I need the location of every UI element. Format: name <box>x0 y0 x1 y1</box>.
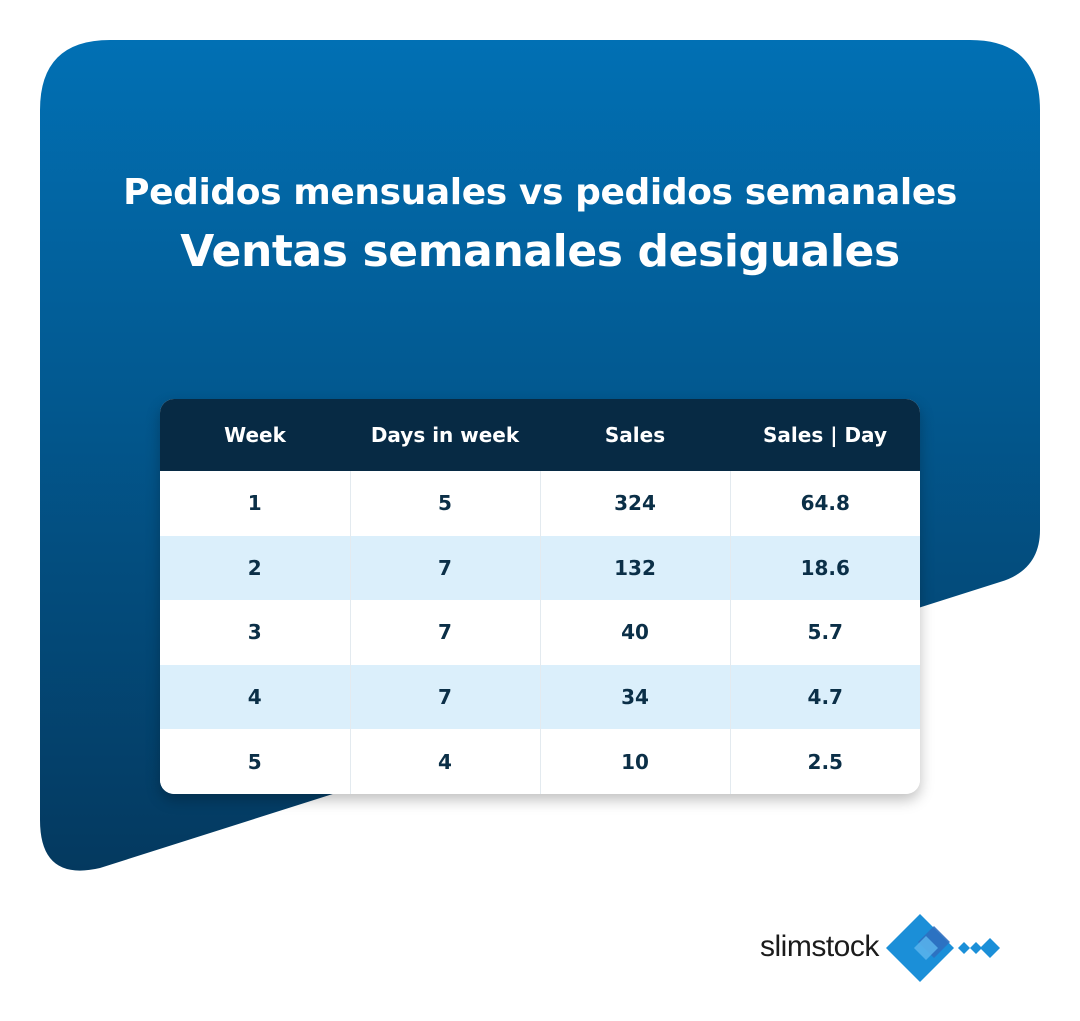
cell-days-in-week: 7 <box>350 535 541 601</box>
cell-days-in-week: 7 <box>350 600 541 665</box>
cell-week: 4 <box>160 664 351 730</box>
table-row: 4 7 34 4.7 <box>160 664 920 730</box>
table-header-row: Week Days in week Sales Sales | Day <box>160 399 920 471</box>
cell-sales-per-day: 18.6 <box>730 535 920 601</box>
column-header-days-in-week: Days in week <box>350 399 540 471</box>
cell-days-in-week: 5 <box>350 471 541 536</box>
cell-sales-per-day: 4.7 <box>730 664 920 730</box>
table-row: 1 5 324 64.8 <box>160 471 920 536</box>
cell-sales-per-day: 5.7 <box>730 600 920 665</box>
cell-week: 2 <box>160 535 351 601</box>
diamond-logo-icon <box>886 914 1000 982</box>
table-row: 5 4 10 2.5 <box>160 729 920 794</box>
cell-days-in-week: 4 <box>350 729 541 794</box>
column-header-sales: Sales <box>540 399 730 471</box>
cell-sales: 34 <box>540 664 731 730</box>
cell-sales: 10 <box>540 729 731 794</box>
slimstock-logo: slimstock <box>760 912 1010 987</box>
cell-week: 3 <box>160 600 351 665</box>
cell-sales: 324 <box>540 471 731 536</box>
cell-sales-per-day: 2.5 <box>730 729 920 794</box>
logo-text: slimstock <box>760 930 879 963</box>
cell-week: 5 <box>160 729 351 794</box>
column-header-sales-per-day: Sales | Day <box>730 399 920 471</box>
title-line-2: Ventas semanales desiguales <box>180 226 900 277</box>
cell-sales: 132 <box>540 535 731 601</box>
title-line-1: Pedidos mensuales vs pedidos semanales <box>123 172 957 213</box>
sales-table: Week Days in week Sales Sales | Day 1 5 … <box>160 399 920 794</box>
table-row: 3 7 40 5.7 <box>160 600 920 665</box>
cell-week: 1 <box>160 471 351 536</box>
cell-days-in-week: 7 <box>350 664 541 730</box>
table-row: 2 7 132 18.6 <box>160 535 920 601</box>
cell-sales-per-day: 64.8 <box>730 471 920 536</box>
cell-sales: 40 <box>540 600 731 665</box>
column-header-week: Week <box>160 399 350 471</box>
